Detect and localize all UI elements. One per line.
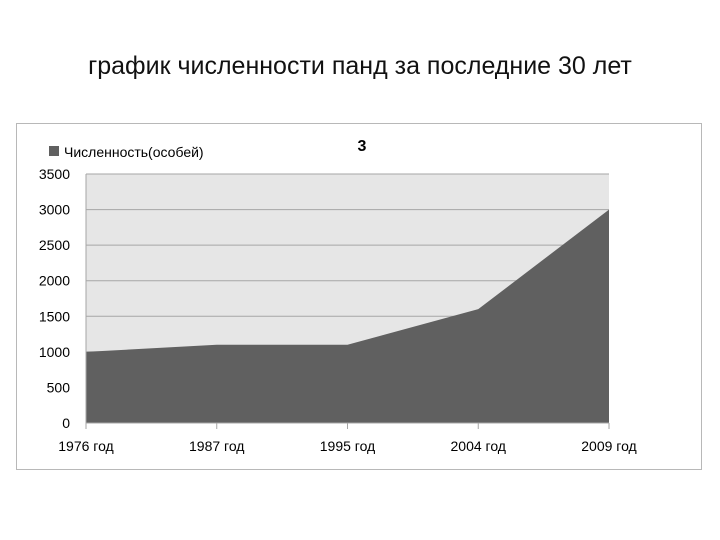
x-tick-label: 1976 год: [58, 438, 113, 454]
x-tick-labels: 1976 год 1987 год 1995 год 2004 год 2009 год: [58, 438, 636, 454]
y-tick-label: 2000: [39, 273, 70, 289]
legend: Численность(особей): [49, 144, 204, 160]
y-tick-label: 0: [62, 415, 70, 431]
y-tick-label: 1500: [39, 308, 70, 324]
y-tick-label: 3000: [39, 202, 70, 218]
x-tick-label: 2009 год: [581, 438, 636, 454]
y-tick-label: 500: [47, 379, 71, 395]
y-tick-label: 3500: [39, 166, 70, 182]
x-tick-label: 1995 год: [320, 438, 375, 454]
y-tick-label: 2500: [39, 237, 70, 253]
y-tick-label: 1000: [39, 344, 70, 360]
legend-swatch: [49, 146, 59, 156]
axes: [85, 174, 610, 429]
y-tick-labels: 0 500 1000 1500 2000 2500 3000 3500: [39, 166, 70, 431]
chart-title: 3: [358, 138, 367, 155]
x-tick-label: 2004 год: [451, 438, 506, 454]
series-area: [86, 209, 609, 423]
x-tick-label: 1987 год: [189, 438, 244, 454]
legend-label: Численность(особей): [64, 144, 204, 160]
series-areas: [86, 209, 609, 423]
slide-title: график численности панд за последние 30 …: [88, 52, 632, 80]
